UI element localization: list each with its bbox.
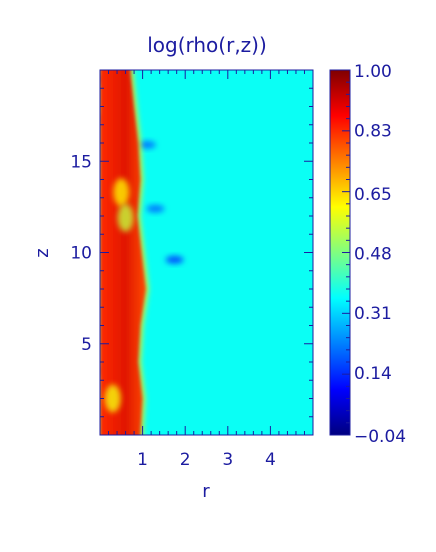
colorbar-tick-label: 0.83 <box>354 122 392 142</box>
colorbar-tick-label: 0.31 <box>354 304 392 324</box>
x-tick-label: 2 <box>180 450 191 470</box>
x-tick-label: 3 <box>222 450 233 470</box>
density-blob <box>146 204 165 213</box>
plot-area <box>100 70 313 435</box>
colorbar-tick-label: −0.04 <box>354 427 406 447</box>
colorbar-axis: 1.00 0.83 0.65 0.48 0.31 0.14 −0.04 <box>329 62 406 447</box>
shock-features <box>104 178 134 413</box>
x-tick-label: 1 <box>137 450 148 470</box>
y-tick-label: 5 <box>81 335 92 355</box>
colorbar-tick-label: 0.14 <box>354 364 392 384</box>
y-axis-label: z <box>32 248 53 257</box>
colorbar-tick-label: 0.48 <box>354 245 392 265</box>
chart-title: log(rho(r,z)) <box>147 33 267 57</box>
plot-axes: 1 2 3 4 5 10 15 <box>70 69 314 470</box>
y-tick-label: 10 <box>70 244 92 264</box>
y-tick-label: 15 <box>70 152 92 172</box>
shock-feature <box>104 384 121 413</box>
density-blob <box>137 140 156 149</box>
x-tick-label: 4 <box>265 450 276 470</box>
colorbar <box>330 70 350 435</box>
colorbar-tick-label: 1.00 <box>354 62 392 82</box>
density-blob <box>165 255 184 264</box>
colorbar-tick-label: 0.65 <box>354 185 392 205</box>
shock-feature <box>113 178 130 207</box>
shock-feature <box>117 203 134 232</box>
jet-region <box>100 70 146 435</box>
x-axis-label: r <box>202 481 210 502</box>
